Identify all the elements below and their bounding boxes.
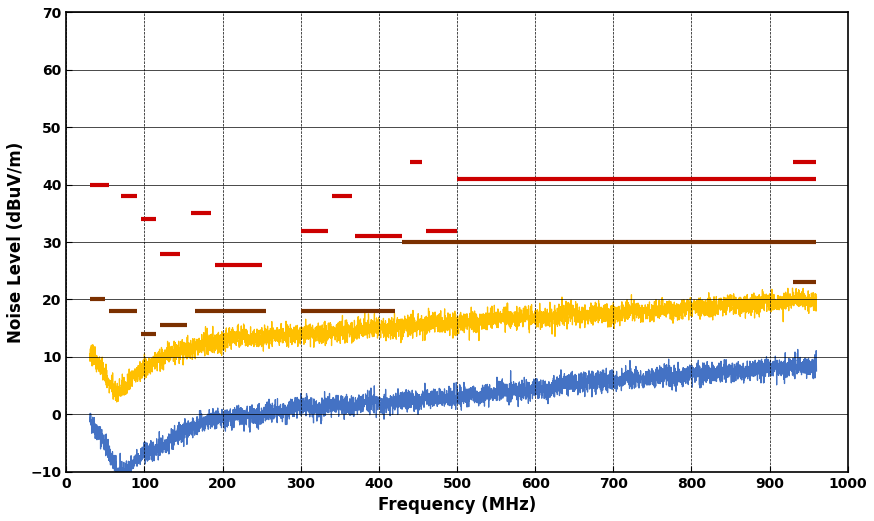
Y-axis label: Noise Level (dBuV/m): Noise Level (dBuV/m) — [7, 141, 25, 343]
X-axis label: Frequency (MHz): Frequency (MHz) — [378, 496, 536, 514]
